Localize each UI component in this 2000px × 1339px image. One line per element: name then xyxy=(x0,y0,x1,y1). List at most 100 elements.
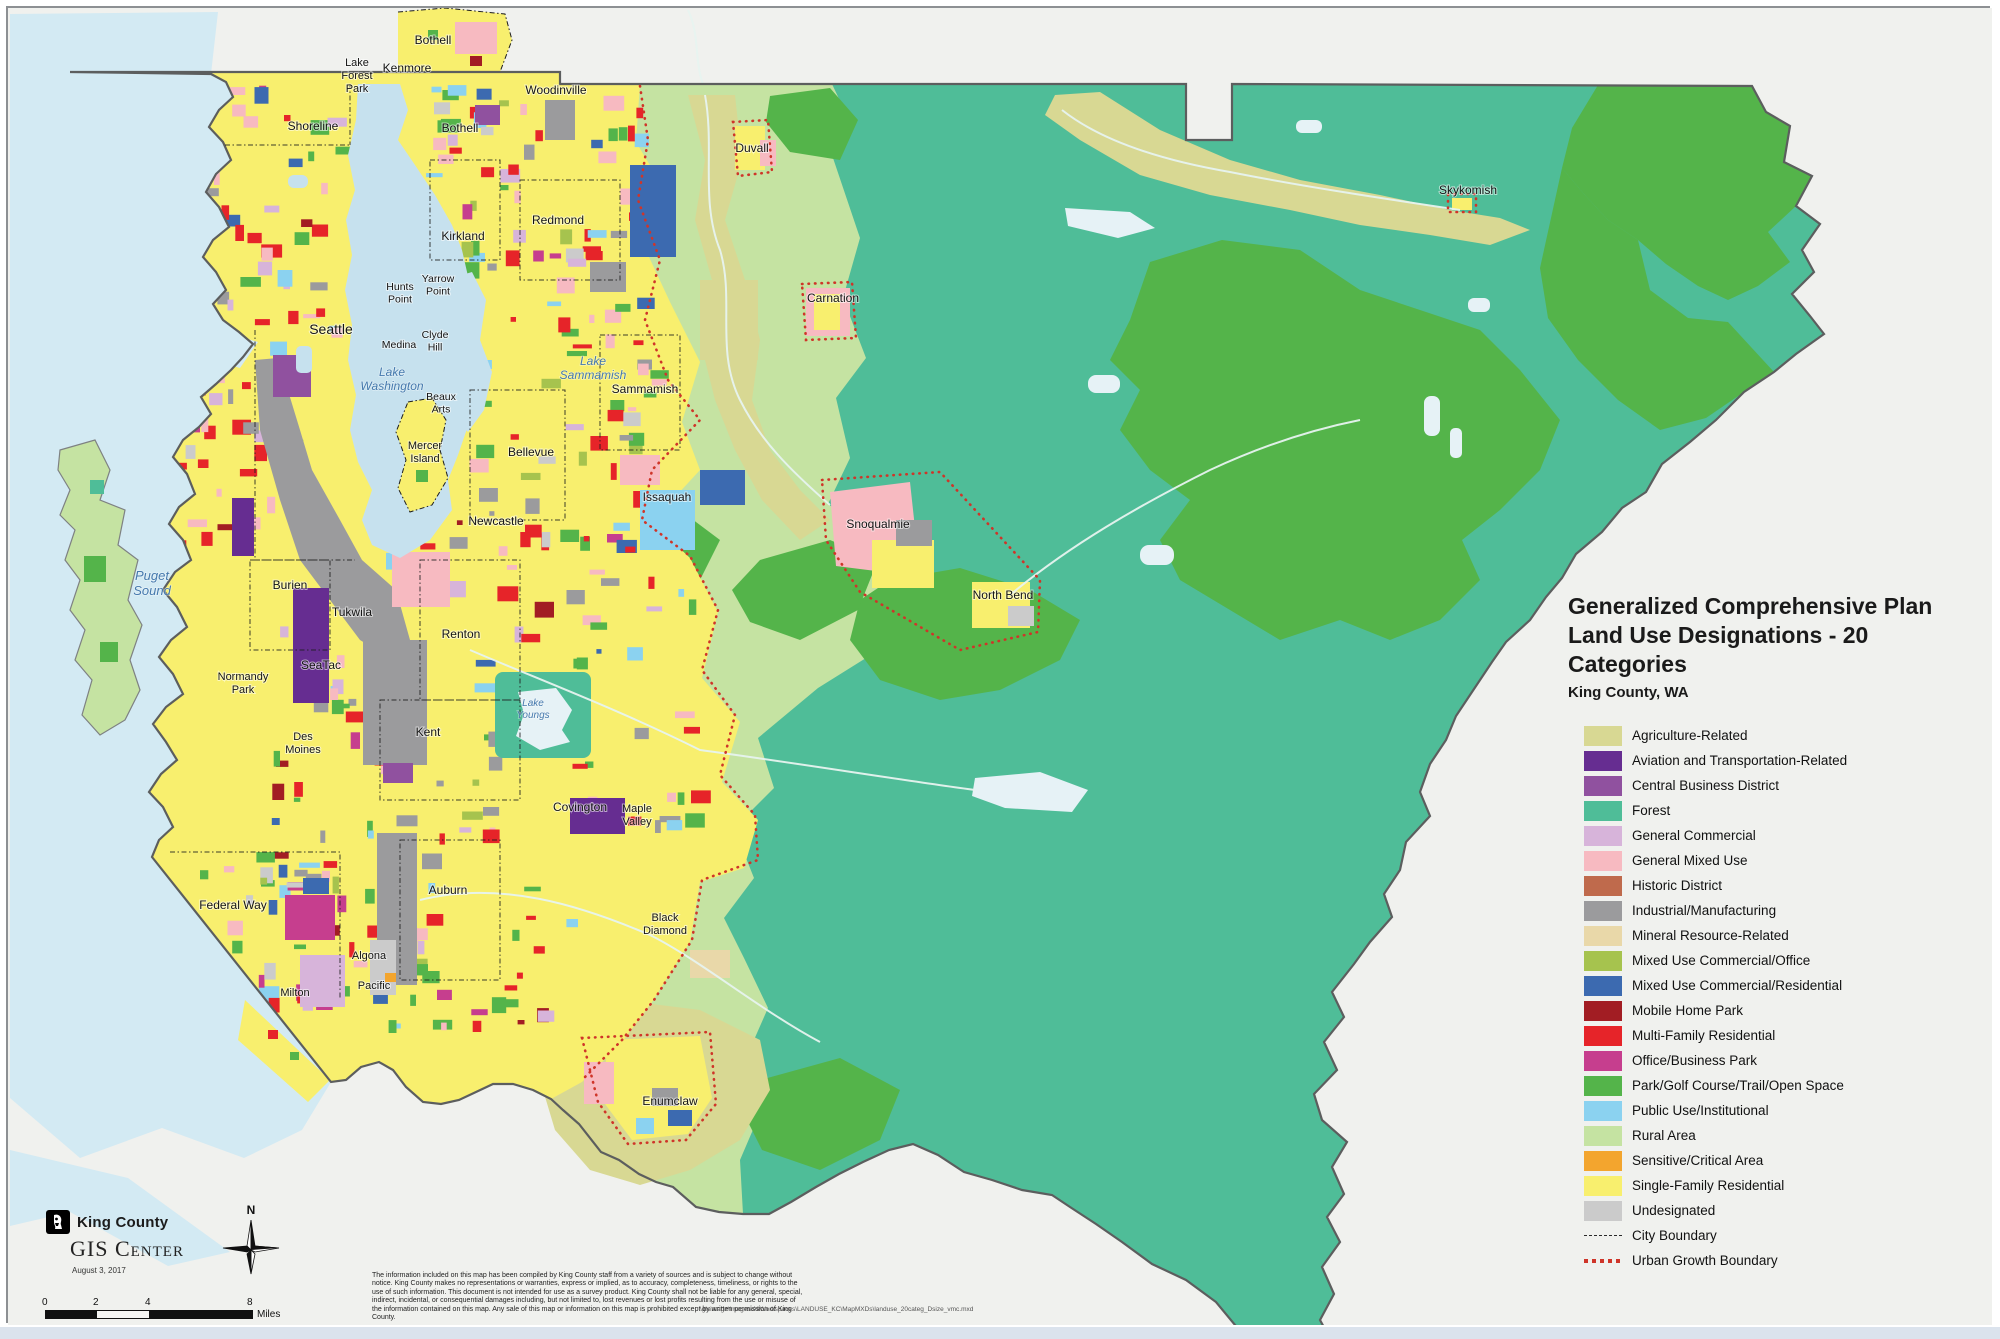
city-label: Black Diamond xyxy=(643,912,687,937)
legend-item: Central Business District xyxy=(1568,773,1988,798)
city-boundary-symbol xyxy=(1584,1235,1622,1237)
legend-item: Mobile Home Park xyxy=(1568,998,1988,1023)
legend-swatch xyxy=(1584,800,1622,821)
map-subtitle: King County, WA xyxy=(1568,684,1689,702)
legend-label: Public Use/Institutional xyxy=(1632,1103,1769,1119)
scale-tick: 4 xyxy=(145,1297,151,1308)
scale-tick: 2 xyxy=(93,1297,99,1308)
legend-item: General Mixed Use xyxy=(1568,848,1988,873)
legend-item: Public Use/Institutional xyxy=(1568,1098,1988,1123)
city-label: Auburn xyxy=(429,883,468,897)
city-label: Mercer Island xyxy=(408,440,443,465)
city-label: Tukwila xyxy=(332,605,373,619)
legend-label: Sensitive/Critical Area xyxy=(1632,1153,1764,1169)
legend-item: Mixed Use Commercial/Residential xyxy=(1568,973,1988,998)
legend-label: Rural Area xyxy=(1632,1128,1696,1144)
legend-label: Aviation and Transportation-Related xyxy=(1632,753,1848,769)
legend-label: Multi-Family Residential xyxy=(1632,1028,1776,1044)
legend-label: Forest xyxy=(1632,803,1671,819)
legend-item: Multi-Family Residential xyxy=(1568,1023,1988,1048)
legend-item: Office/Business Park xyxy=(1568,1048,1988,1073)
legend-label: Mobile Home Park xyxy=(1632,1003,1744,1019)
urban-growth-boundary xyxy=(580,84,1478,1146)
water-label: Lake Youngs xyxy=(516,698,549,721)
legend-panel: Generalized Comprehensive Plan Land Use … xyxy=(1568,592,1988,1273)
legend-swatch xyxy=(1584,1125,1622,1146)
legend-swatch xyxy=(1584,1150,1622,1171)
credits-block: King County GIS Center August 3, 2017 xyxy=(46,1210,184,1275)
legend-item: General Commercial xyxy=(1568,823,1988,848)
lake-youngs-area xyxy=(495,672,591,758)
mercer-island xyxy=(395,397,449,513)
legend-item: Industrial/Manufacturing xyxy=(1568,898,1988,923)
city-label: Hunts Point xyxy=(386,281,413,306)
city-label: Bothell xyxy=(442,121,479,135)
north-arrow-label: N xyxy=(247,1204,256,1217)
scale-tick: 8 xyxy=(247,1297,253,1308)
legend-label: Mixed Use Commercial/Residential xyxy=(1632,978,1843,994)
urban-growth-boundary-symbol xyxy=(1584,1258,1622,1263)
city-label: Medina xyxy=(382,339,417,351)
page-bottom-strip xyxy=(0,1327,2000,1339)
scale-bar-graphic xyxy=(45,1310,253,1319)
legend-swatch xyxy=(1584,975,1622,996)
city-label: Woodinville xyxy=(525,83,586,97)
king-county-logo-icon xyxy=(46,1210,70,1234)
king-county-name: King County xyxy=(77,1213,169,1231)
legend-label: Central Business District xyxy=(1632,778,1780,794)
city-label: Federal Way xyxy=(199,898,267,912)
legend-item: Aviation and Transportation-Related xyxy=(1568,748,1988,773)
vashon-island xyxy=(57,439,143,736)
city-label: Clyde Hill xyxy=(422,329,449,354)
forest-region xyxy=(724,84,1824,1325)
legend-swatch xyxy=(1584,1000,1622,1021)
city-label: Kent xyxy=(416,725,441,739)
legend-label: Historic District xyxy=(1632,878,1722,894)
legend-item: Undesignated xyxy=(1568,1198,1988,1223)
city-label: Bothell xyxy=(415,33,452,47)
scale-tick: 0 xyxy=(42,1297,48,1308)
city-label: Snoqualmie xyxy=(846,517,910,531)
city-label: Renton xyxy=(442,627,481,641)
city-label: Des Moines xyxy=(285,731,321,756)
city-label: North Bend xyxy=(973,588,1034,602)
legend-swatch xyxy=(1584,1075,1622,1096)
legend-swatch xyxy=(1584,850,1622,871)
legend-item: Historic District xyxy=(1568,873,1988,898)
legend-label: City Boundary xyxy=(1632,1228,1717,1244)
legend-swatch xyxy=(1584,725,1622,746)
city-label: Covington xyxy=(553,800,607,814)
water-label: Lake Washington xyxy=(360,365,423,393)
map-title-line2: Land Use Designations - 20 Categories xyxy=(1568,621,1869,677)
city-label: Burien xyxy=(273,578,308,592)
milton-area xyxy=(238,1000,330,1102)
city-label: Yarrow Point xyxy=(422,273,455,298)
city-label: SeaTac xyxy=(301,658,341,672)
city-label: Pacific xyxy=(358,980,391,992)
water-label: Puget Sound xyxy=(133,568,171,598)
city-label: Bellevue xyxy=(508,445,554,459)
legend-label: Mineral Resource-Related xyxy=(1632,928,1789,944)
puget-sound-water xyxy=(10,12,331,1266)
water-label: Lake Sammamish xyxy=(560,354,627,382)
city-labels: Bothell Lake Forest Park Kenmore Woodinville S… xyxy=(198,32,1498,1109)
file-path: \gisimage\images\AllWorkspaces\LANDUSE_K… xyxy=(700,1306,974,1313)
city-label: Lake Forest Park xyxy=(341,57,372,95)
legend-swatch xyxy=(1584,1050,1622,1071)
legend-rows: Agriculture-Related Aviation and Transpor… xyxy=(1568,723,1988,1273)
rivers xyxy=(419,94,1461,1043)
legend-swatch xyxy=(1584,1100,1622,1121)
park-open-space-patches xyxy=(85,85,1812,1170)
map-date: August 3, 2017 xyxy=(72,1266,126,1275)
legend-swatch xyxy=(1584,1200,1622,1221)
city-label: Shoreline xyxy=(288,119,339,133)
legend-label: Urban Growth Boundary xyxy=(1632,1253,1778,1269)
city-label: Newcastle xyxy=(468,514,524,528)
legend-item: Agriculture-Related xyxy=(1568,723,1988,748)
legend-label: General Mixed Use xyxy=(1632,853,1748,869)
city-label: Issaquah xyxy=(643,490,692,504)
water-labels: Puget Sound Lake Washington Lake Sammamish Lak… xyxy=(132,353,627,722)
river-outside-county xyxy=(687,9,704,85)
map-title-line1: Generalized Comprehensive Plan xyxy=(1568,593,1933,619)
